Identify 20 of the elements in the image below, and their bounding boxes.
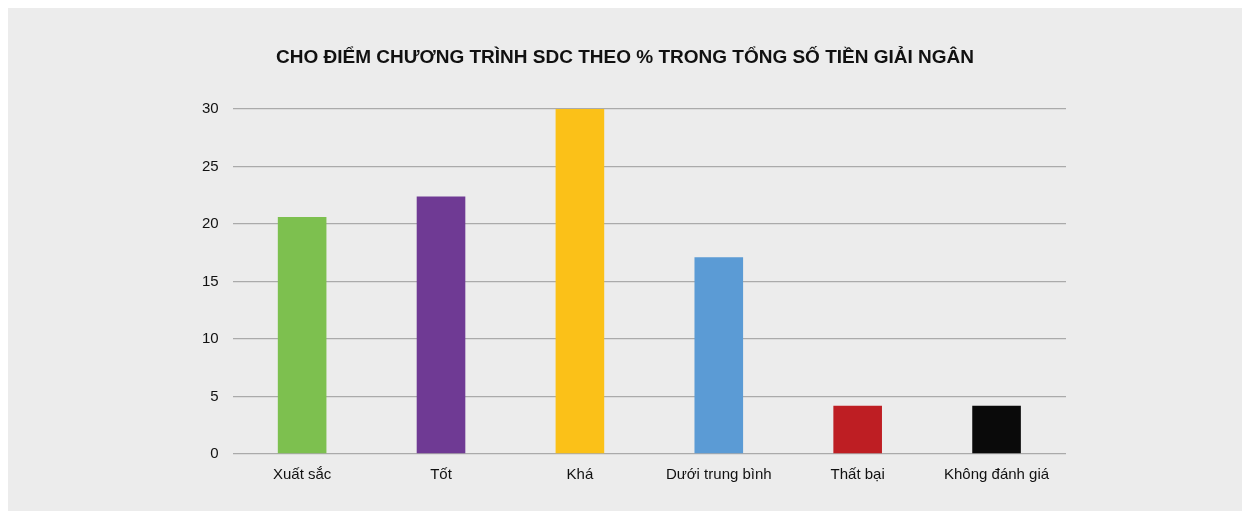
y-tick-label: 30	[202, 99, 219, 117]
x-tick-label: Tốt	[430, 465, 453, 483]
x-tick-label: Dưới trung bình	[665, 465, 772, 483]
y-tick-label: 15	[202, 271, 219, 289]
bar	[833, 405, 882, 454]
chart-title: CHO ĐIỂM CHƯƠNG TRÌNH SDC THEO % TRONG TỔNG SỐ TIỀN GIẢI NGÂN	[274, 46, 975, 68]
bar	[972, 405, 1021, 454]
y-tick-label: 0	[210, 444, 219, 462]
bar	[277, 217, 327, 454]
bar	[416, 196, 466, 454]
y-tick-label: 5	[210, 386, 219, 404]
x-tick-label: Khá	[566, 465, 594, 483]
y-tick-label: 25	[202, 156, 219, 174]
x-tick-label: Thất bại	[830, 465, 885, 483]
bar	[694, 257, 744, 454]
x-tick-label: Xuất sắc	[272, 465, 332, 483]
y-tick-label: 20	[202, 214, 219, 232]
x-tick-label: Không đánh giá	[944, 465, 1050, 483]
y-tick-label: 10	[202, 329, 219, 347]
bar	[555, 109, 605, 454]
